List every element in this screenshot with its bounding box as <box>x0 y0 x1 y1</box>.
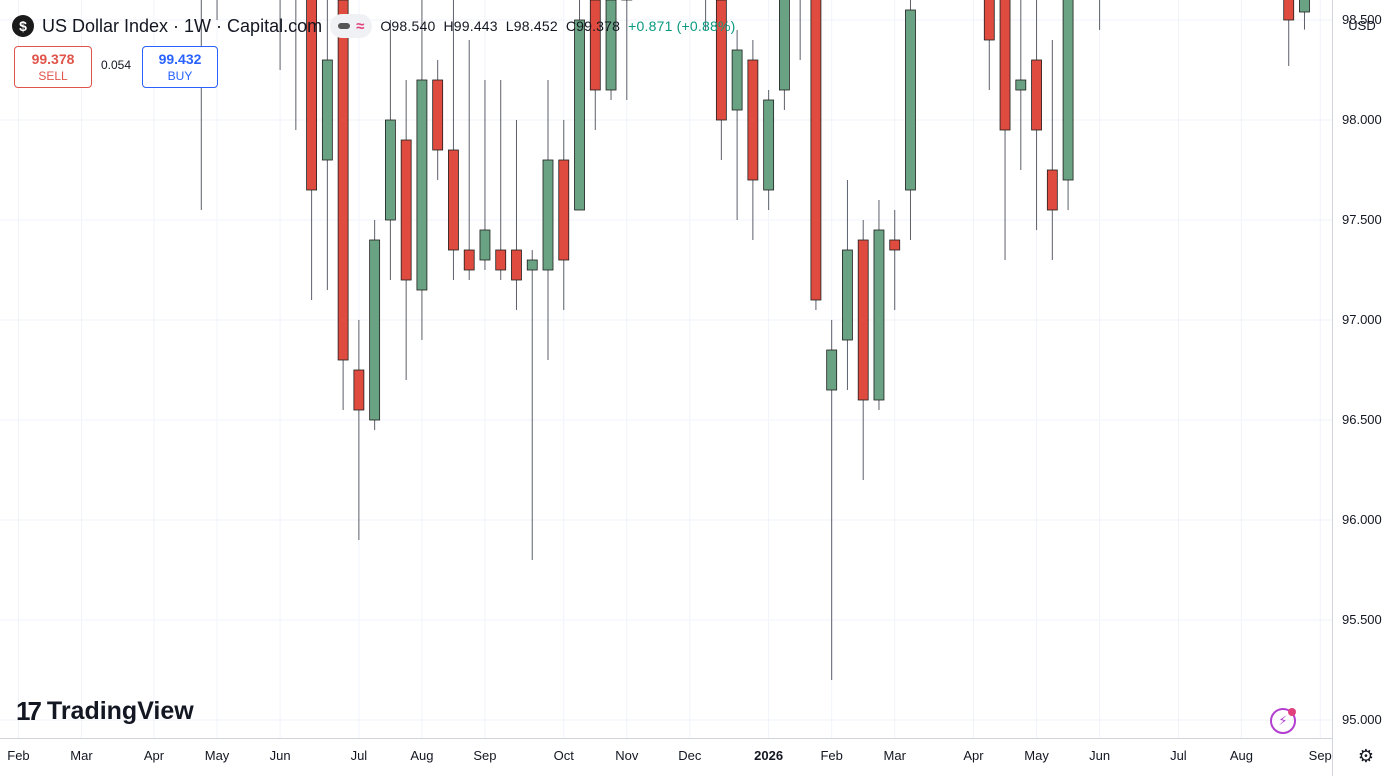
x-tick-label: May <box>1024 748 1049 763</box>
buy-price: 99.432 <box>158 51 202 67</box>
y-tick-label: 98.500 <box>1342 12 1382 27</box>
candle-body <box>763 99 775 191</box>
change-value: +0.871 (+0.88%) <box>628 18 736 34</box>
candle-body <box>842 249 853 341</box>
candle-body <box>1015 79 1027 91</box>
candle-body <box>905 9 916 191</box>
settings-gear-icon[interactable]: ⚙ <box>1357 745 1375 766</box>
tradingview-logo[interactable]: 17 TradingView <box>16 696 194 727</box>
lightning-icon[interactable]: ⚡ <box>1270 708 1296 734</box>
x-tick-label: Dec <box>678 748 702 763</box>
candle-body <box>826 349 838 391</box>
logo-text: TradingView <box>46 697 194 725</box>
candle-body <box>448 149 459 251</box>
indicator-pill[interactable]: ≈ <box>330 14 373 38</box>
candle-body <box>747 59 759 181</box>
candle-body <box>589 0 601 91</box>
x-tick-label: Aug <box>1230 748 1253 763</box>
candle-body <box>1031 59 1042 131</box>
candle-body <box>400 139 412 281</box>
candle-body <box>558 159 570 261</box>
candle-body <box>384 119 396 221</box>
sell-price: 99.378 <box>31 51 75 67</box>
candle-body <box>1062 0 1074 181</box>
candle-body <box>353 369 365 411</box>
candle-body <box>511 249 522 281</box>
candle-body <box>605 0 617 91</box>
x-tick-label: 2026 <box>754 748 783 763</box>
candle-body <box>779 0 790 91</box>
sell-label: SELL <box>38 69 68 83</box>
tv-logo-icon: 17 <box>16 696 42 726</box>
minus-icon[interactable] <box>338 23 351 29</box>
sell-button[interactable]: 99.378 SELL <box>14 46 92 88</box>
currency-button[interactable]: USD <box>1348 17 1376 33</box>
candle-body <box>337 0 349 361</box>
candle-body <box>1283 0 1295 21</box>
candle-body <box>306 0 318 191</box>
x-tick-label: Sep <box>1309 748 1332 763</box>
candle-body <box>495 249 507 271</box>
x-tick-label: Mar <box>884 748 907 763</box>
y-tick-label: 95.000 <box>1342 712 1382 727</box>
candle-body <box>542 159 554 271</box>
x-tick-label: Apr <box>963 748 984 763</box>
x-tick-label: May <box>205 748 230 763</box>
wave-icon[interactable]: ≈ <box>356 17 365 35</box>
x-tick-label: Feb <box>820 748 842 763</box>
candle-body <box>463 249 475 271</box>
notification-dot <box>1288 708 1296 716</box>
open-value: O98.540 <box>380 18 436 34</box>
candle-body <box>416 79 428 291</box>
low-value: L98.452 <box>505 18 558 34</box>
symbol-title[interactable]: US Dollar Index · 1W · Capital.com <box>42 15 323 36</box>
candle-body <box>810 0 822 301</box>
x-tick-label: Jun <box>270 748 291 763</box>
y-tick-label: 96.500 <box>1342 412 1382 427</box>
buy-label: BUY <box>167 69 193 83</box>
candle-body <box>432 79 444 151</box>
x-tick-label: Mar <box>70 748 93 763</box>
candle-body <box>889 239 901 251</box>
x-tick-label: Jun <box>1089 748 1110 763</box>
x-tick-label: Jul <box>1170 748 1187 763</box>
price-axis[interactable]: 95.000 95.500 96.000 96.500 97.000 97.500 98.0… <box>1332 0 1390 776</box>
y-tick-label: 96.000 <box>1342 512 1382 527</box>
spread-value: 0.054 <box>101 58 132 72</box>
candle-body <box>1299 0 1310 13</box>
candle-body <box>479 229 491 261</box>
ohlc-values: O98.540 H99.443 L98.452 C99.378 +0.871 (… <box>380 18 735 34</box>
candle-body <box>999 0 1011 131</box>
candle-body <box>369 239 381 421</box>
candle-body <box>857 239 869 401</box>
chart-grid <box>0 0 1332 738</box>
x-tick-label: Oct <box>554 748 575 763</box>
candle-body <box>526 259 538 271</box>
x-tick-label: Sep <box>473 748 496 763</box>
y-tick-label: 98.000 <box>1342 112 1382 127</box>
y-tick-label: 97.000 <box>1342 312 1382 327</box>
x-tick-label: Nov <box>615 748 639 763</box>
buy-button[interactable]: 99.432 BUY <box>142 46 218 88</box>
candle-body <box>731 49 743 111</box>
candle-body <box>715 0 727 121</box>
y-tick-label: 95.500 <box>1342 612 1382 627</box>
high-value: H99.443 <box>443 18 498 34</box>
x-tick-label: Feb <box>7 748 29 763</box>
x-tick-label: Apr <box>144 748 165 763</box>
candle-body <box>574 19 585 211</box>
chart-header: $ US Dollar Index · 1W · Capital.com ≈ O… <box>12 12 735 40</box>
time-axis[interactable]: Feb Mar Apr May Jun Jul Aug Sep Oct Nov Dec 2026 Feb… <box>0 738 1332 764</box>
candle-body <box>983 0 995 41</box>
x-tick-label: Jul <box>351 748 368 763</box>
dollar-icon: $ <box>12 15 34 37</box>
candlestick-series <box>200 0 1310 680</box>
y-tick-label: 97.500 <box>1342 212 1382 227</box>
candle-body <box>321 59 333 161</box>
close-value: C99.378 <box>565 18 621 34</box>
x-tick-label: Aug <box>410 748 433 763</box>
candle-body <box>1046 169 1058 211</box>
candle-body <box>873 229 885 401</box>
